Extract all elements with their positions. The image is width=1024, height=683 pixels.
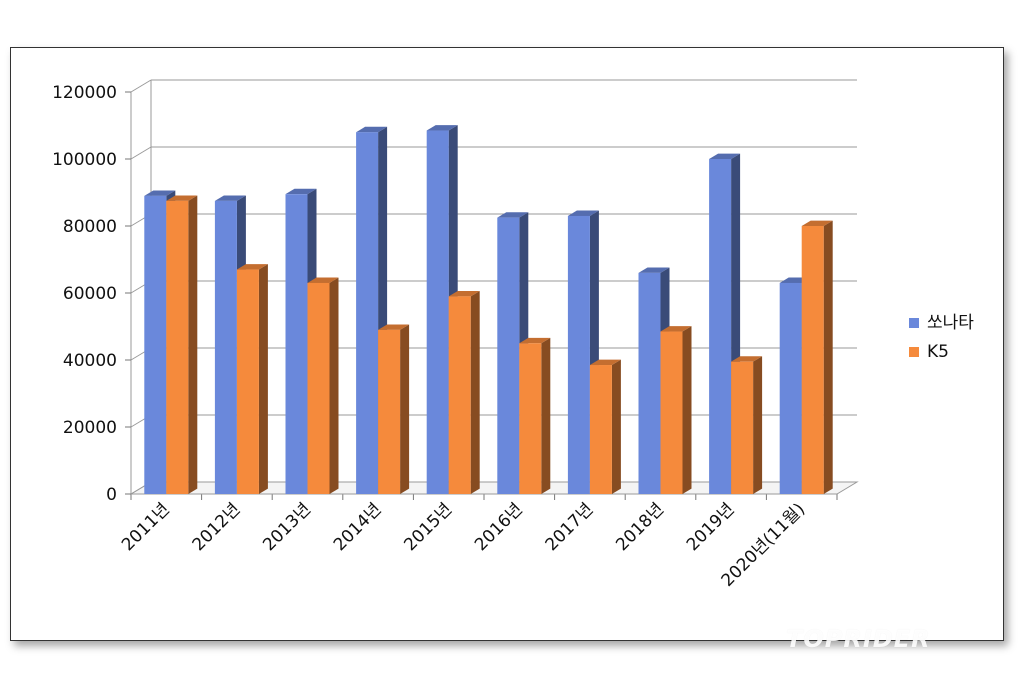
bar-front [660,331,683,494]
chart-frame: 0 20000 40000 60000 80000 100000 120000 2011년 2… [10,47,1004,641]
bars [144,125,833,495]
bar-front [356,132,379,494]
legend-label: K5 [927,342,949,362]
bar-front [166,200,189,494]
y-tick-label: 60000 [63,284,117,304]
bar [801,220,833,494]
bar-front [426,130,449,494]
bar-top [567,210,599,216]
bar [307,277,339,494]
bar-top [497,212,529,218]
y-tick-label: 20000 [63,418,117,438]
bar-front [519,343,542,494]
bar-top [448,290,480,297]
bar [236,264,268,494]
x-tick-label: 2017년 [542,499,598,555]
bar [519,337,551,494]
legend-swatch [909,347,919,357]
legend-swatch [909,318,919,328]
x-tick-label: 2011년 [118,499,174,555]
bar-top [660,326,692,332]
bar-side [258,264,268,494]
bar-top [519,337,551,344]
bar-front [144,195,167,494]
bar-top [214,195,246,201]
legend: 쏘나타 K5 [909,313,974,362]
bar-top [236,264,268,270]
bar [378,324,410,494]
bar-side [611,359,621,494]
bar [448,290,480,494]
bar-front [709,159,732,494]
bar [166,195,198,494]
bar-side [823,220,833,494]
x-axis-ticks: 2011년 2012년 2013년 2014년 2015년 2016년 2017년 2018년… [118,499,809,591]
bar-front [285,194,308,495]
bar-side [188,195,198,494]
bar-side [541,337,551,494]
bar-side [400,324,410,494]
bar-front [567,215,590,494]
y-axis-ticks: 0 20000 40000 60000 80000 100000 120000 [52,83,117,505]
bar-side [470,290,480,494]
bar-top [638,267,670,273]
bar-top [426,125,458,131]
legend-label: 쏘나타 [927,313,974,333]
bar-top [709,153,741,159]
bar-front [801,226,824,494]
bar-front [378,329,401,494]
x-tick-label: 2012년 [189,499,245,555]
bar-top [589,359,621,366]
bar-front [779,282,802,494]
x-tick-label: 2015년 [400,499,456,555]
bar-front [448,296,471,494]
bar-side [329,277,339,494]
bar-top [731,356,763,362]
bar-top [801,220,833,226]
x-tick-label: 2016년 [471,499,527,555]
x-tick-label: 2014년 [330,499,386,555]
y-tick-label: 40000 [63,351,117,371]
bar-top [166,195,198,201]
bar-top [307,277,339,283]
bar [660,326,692,494]
bar-front [497,217,520,494]
bar-front [731,361,754,494]
bar-top [144,190,176,196]
bar-front [236,269,259,494]
bar-top [285,188,317,195]
bar-side [682,326,692,494]
bar-top [356,126,388,133]
watermark-logo: TOPRIDER [786,625,931,653]
bar-front [307,282,330,494]
bar-front [638,272,661,494]
x-tick-label: 2019년 [683,499,739,555]
bar-front [214,200,237,494]
bar [589,359,621,494]
bar-side [753,356,763,494]
y-tick-label: 0 [106,485,117,505]
y-tick-label: 120000 [52,83,117,103]
bar-top [378,324,410,330]
x-tick-label: 2018년 [612,499,668,555]
bar [731,356,763,494]
gridline-side [130,146,152,160]
x-tick-label: 2013년 [259,499,315,555]
bar-front [589,365,612,494]
y-tick-label: 100000 [52,150,117,170]
gridline-side [130,79,152,93]
y-tick-label: 80000 [63,217,117,237]
